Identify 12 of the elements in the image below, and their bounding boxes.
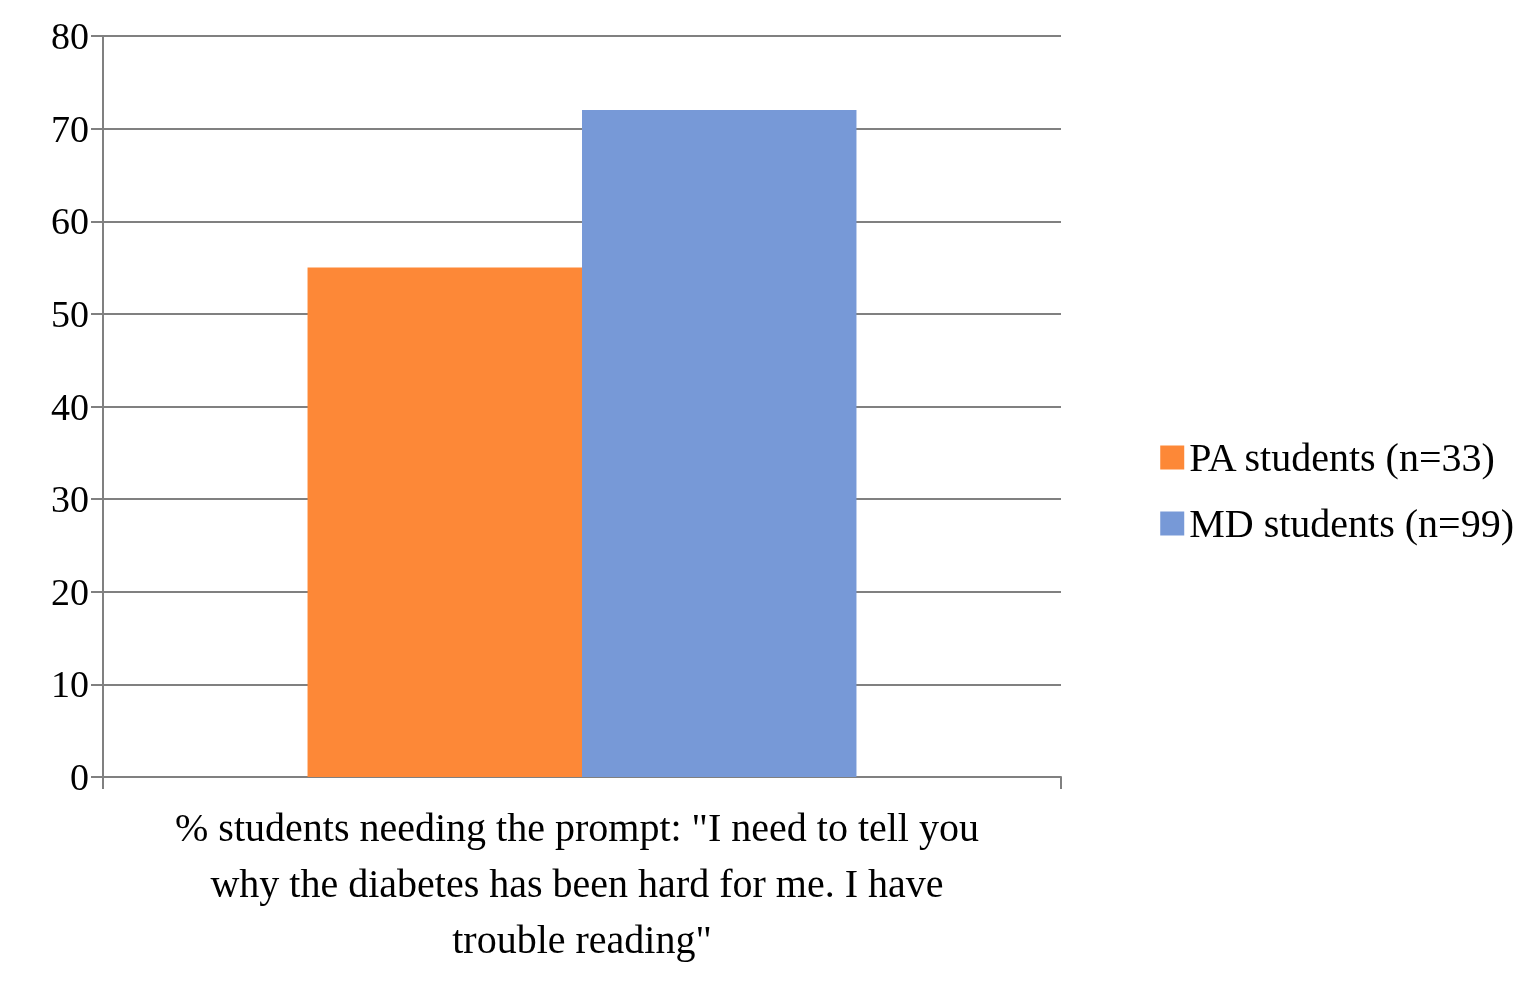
- y-tick-label: 70: [51, 107, 89, 150]
- legend-label: PA students (n=33): [1189, 435, 1495, 480]
- y-tick-label: 40: [51, 385, 89, 428]
- y-tick-label: 30: [51, 478, 89, 521]
- y-tick-label: 80: [51, 15, 89, 57]
- y-tick-label: 60: [51, 200, 89, 243]
- legend-label: MD students (n=99): [1189, 501, 1514, 546]
- y-tick-label: 50: [51, 292, 89, 335]
- y-tick-label: 20: [51, 570, 89, 613]
- y-tick-label: 10: [51, 663, 89, 706]
- x-tick-label: % students needing the prompt: "I need to tell you why the diabetes has been hard for me. I have trouble reading": [175, 804, 989, 962]
- y-tick-label: 0: [70, 756, 89, 798]
